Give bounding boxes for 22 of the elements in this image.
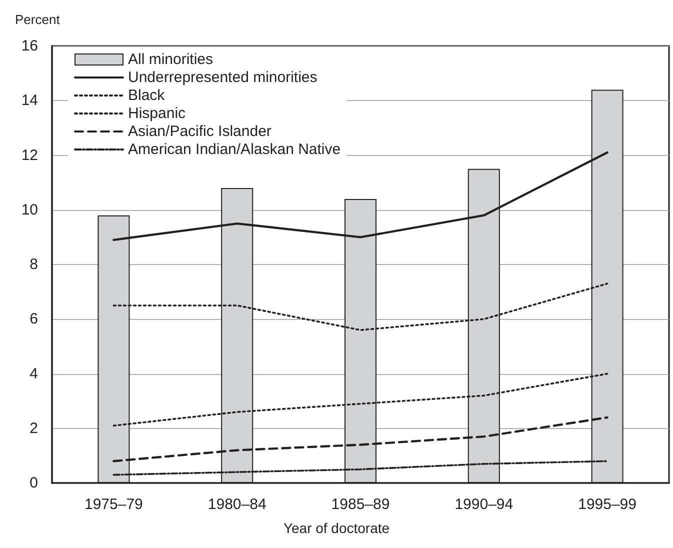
x-tick-label: 1980–84 (208, 496, 266, 513)
y-tick-label: 10 (21, 201, 38, 218)
legend-label: Hispanic (128, 105, 186, 122)
x-tick-label: 1990–94 (454, 496, 514, 513)
legend-label: All minorities (128, 51, 214, 68)
y-tick-label: 2 (30, 420, 38, 437)
y-tick-label: 16 (21, 38, 38, 54)
legend-label: Black (128, 87, 166, 104)
y-axis-title: Percent (15, 12, 60, 27)
y-tick-label: 14 (21, 92, 38, 110)
x-tick-label: 1985–89 (331, 496, 390, 513)
x-tick-label: 1995–99 (578, 496, 637, 513)
y-tick-label: 8 (30, 256, 38, 273)
x-axis-title: Year of doctorate (283, 520, 390, 536)
y-tick-label: 12 (21, 146, 38, 164)
legend-label: Underrepresented minorities (128, 69, 318, 86)
y-tick-label: 0 (30, 474, 38, 492)
y-tick-label: 4 (30, 365, 38, 382)
legend-label: Asian/Pacific Islander (128, 123, 272, 140)
y-tick-label: 6 (30, 310, 38, 328)
legend-label: American Indian/Alaskan Native (128, 141, 341, 158)
x-tick-label: 1975–79 (84, 496, 143, 513)
